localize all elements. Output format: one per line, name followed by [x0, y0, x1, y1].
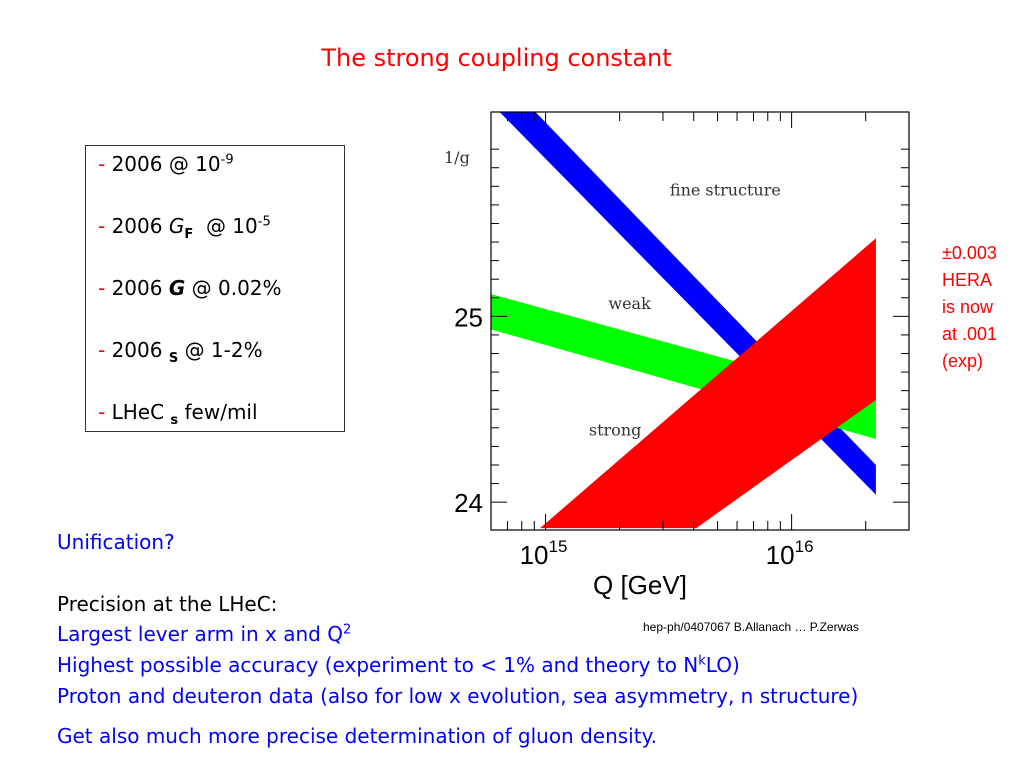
precision-heading: Precision at the LHeC:	[57, 592, 278, 616]
precision-line-alpha-s: - 2006 S @ 1-2%	[98, 338, 263, 366]
weak-label: weak	[608, 294, 651, 313]
unification-question: Unification?	[57, 530, 175, 554]
fine-structure-band	[499, 112, 876, 495]
accuracy-line: Highest possible accuracy (experiment to…	[57, 653, 740, 677]
precision-line-gf: - 2006 GF @ 10-5	[98, 214, 271, 242]
x-tick-exponent: 16	[795, 537, 814, 556]
precision-line-alpha: - 2006 @ 10-9	[98, 152, 234, 176]
precision-box: - 2006 @ 10-9 - 2006 GF @ 10-5 - 2006 G …	[85, 145, 345, 432]
y-tick-label: 24	[454, 488, 483, 518]
y-axis-label: 1/g	[444, 148, 470, 167]
precision-line-lhec: - LHeC s few/mil	[98, 400, 258, 428]
strong-band	[540, 238, 876, 529]
plot-frame	[490, 111, 910, 531]
x-axis-label: Q [GeV]	[593, 570, 687, 600]
x-tick-label: 10	[766, 540, 795, 570]
precision-line-g: - 2006 G @ 0.02%	[98, 276, 282, 300]
hera-note: ±0.003 HERA is now at .001 (exp)	[942, 243, 998, 371]
x-tick-label: 10	[520, 540, 549, 570]
x-tick-exponent: 15	[549, 537, 568, 556]
deuteron-line: Proton and deuteron data (also for low x…	[57, 684, 859, 708]
y-tick-label: 25	[454, 302, 483, 332]
lever-arm-line: Largest lever arm in x and Q2	[57, 622, 352, 646]
strong-label: strong	[589, 420, 641, 439]
page-title: The strong coupling constant	[321, 44, 672, 72]
gluon-line: Get also much more precise determination…	[57, 724, 657, 748]
fine-structure-label: fine structure	[670, 181, 781, 200]
citation: hep-ph/0407067 B.Allanach … P.Zerwas	[643, 620, 859, 634]
